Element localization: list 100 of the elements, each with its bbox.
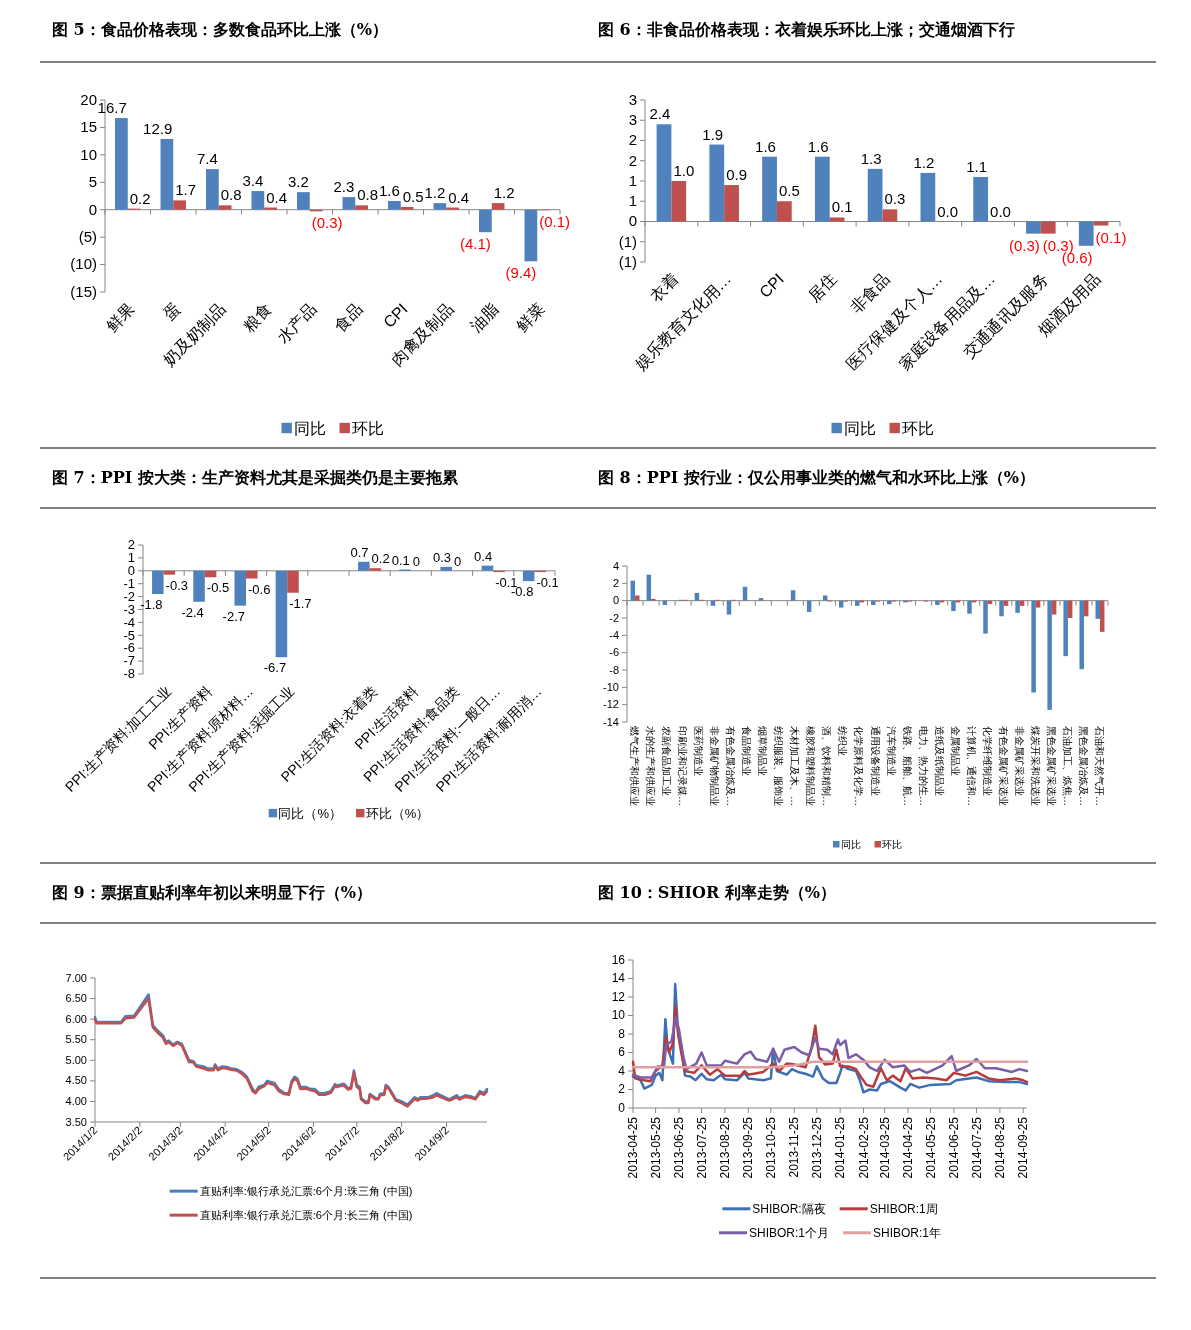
chart-title: 图 9：票据直贴利率年初以来明显下行（%） — [52, 883, 372, 902]
y-tick-label: 4.50 — [65, 1074, 87, 1087]
data-label: 0.8 — [220, 186, 242, 204]
x-tick-label: 汽车制造业 — [885, 726, 897, 776]
x-tick-label: 化学原料及化学… — [853, 726, 865, 806]
data-label: 2.4 — [649, 105, 671, 123]
data-label: 0.2 — [371, 551, 390, 567]
y-tick-label: 0 — [628, 212, 637, 230]
data-label: 3.4 — [242, 172, 264, 190]
data-label: -0.6 — [248, 581, 271, 597]
data-label: 1.2 — [913, 153, 935, 171]
y-tick-label: -8 — [609, 663, 619, 676]
legend-label: 直贴利率:银行承兑汇票:6个月:珠三角 (中国) — [199, 1185, 413, 1197]
legend-label: SHIBOR:1周 — [869, 1202, 938, 1216]
chart-title: 图 8：PPI 按行业：仅公用事业类的燃气和水环比上涨（%） — [598, 468, 1036, 487]
x-tick-label: 2014-05-25 — [923, 1116, 938, 1179]
y-tick-label: 0 — [618, 1100, 626, 1115]
x-tick-label: 非金属矿采选业 — [1013, 726, 1025, 796]
x-tick-label: 纺织业 — [837, 726, 849, 756]
data-label: 1.2 — [424, 184, 446, 202]
legend-label: 环比 — [901, 420, 934, 437]
x-tick-label: 有色金属矿采选业 — [997, 726, 1009, 806]
legend-label: 环比 — [882, 839, 902, 850]
data-label: 0.0 — [990, 202, 1011, 220]
x-tick-label: 2013-06-25 — [671, 1116, 686, 1179]
x-tick-label: 鲜果 — [103, 300, 138, 335]
y-tick-label: (10) — [70, 255, 97, 273]
y-tick-label: -1 — [123, 575, 135, 591]
x-tick-label: 印刷业和记录媒… — [677, 726, 689, 806]
chart-title: 图 10：SHIOR 利率走势（%） — [598, 883, 836, 902]
y-tick-label: 7.00 — [65, 971, 87, 984]
data-label: 0.2 — [129, 189, 151, 207]
legend-label: SHIBOR:隔夜 — [752, 1202, 826, 1216]
x-tick-label: 2013-08-25 — [717, 1116, 732, 1179]
data-label: 0.9 — [726, 166, 748, 184]
y-tick-label: 5.50 — [65, 1033, 87, 1046]
x-tick-label: 计算机、通信和… — [965, 726, 977, 806]
data-label: 0.5 — [402, 187, 424, 205]
legend-label: 环比 — [351, 420, 384, 437]
y-tick-label: -5 — [123, 627, 135, 643]
x-tick-label: 2014-01-25 — [833, 1116, 848, 1179]
x-tick-label: 化学纤维制造业 — [981, 726, 993, 796]
x-tick-label: 2014-08-25 — [992, 1116, 1007, 1179]
x-tick-label: CPI — [756, 270, 788, 301]
data-label: 7.4 — [196, 150, 218, 168]
y-tick-label: -7 — [123, 653, 135, 669]
y-tick-label: 3 — [628, 90, 637, 108]
x-tick-label: 2013-04-25 — [626, 1116, 640, 1179]
data-label: (0.1) — [1095, 228, 1127, 246]
x-tick-label: 2014-06-25 — [946, 1116, 961, 1179]
y-tick-label: 2 — [612, 576, 619, 589]
x-tick-label: 木材加工及木、… — [789, 726, 801, 806]
y-tick-label: 20 — [80, 90, 97, 108]
x-tick-label: 鲜菜 — [512, 300, 548, 335]
y-tick-label: 6.50 — [65, 992, 87, 1005]
y-tick-label: 4.00 — [65, 1094, 87, 1107]
data-label: 1.9 — [702, 125, 724, 143]
data-label: 0.8 — [357, 186, 379, 204]
data-label: 0.4 — [266, 188, 288, 206]
x-tick-label: 居住 — [805, 270, 840, 305]
y-tick-label: 0 — [88, 200, 97, 218]
data-label: (9.4) — [505, 264, 537, 282]
x-tick-label: 粮食 — [239, 300, 275, 335]
y-tick-label: 14 — [611, 971, 626, 986]
chart-title: 图 5：食品价格表现：多数食品环比上涨（%） — [52, 20, 388, 39]
x-tick-label: 铁路、船舶、航… — [901, 725, 913, 806]
data-label: 0 — [454, 553, 462, 569]
data-label: -0.1 — [536, 575, 559, 591]
data-label: -0.5 — [206, 580, 230, 596]
x-tick-label: 2013-12-25 — [809, 1116, 824, 1179]
y-tick-label: 1 — [628, 171, 637, 189]
x-tick-label: 2013-07-25 — [694, 1116, 709, 1179]
y-tick-label: 4 — [612, 559, 619, 572]
x-tick-label: 非金属矿物制品业 — [709, 726, 721, 806]
legend-label: 直贴利率:银行承兑汇票:6个月:长三角 (中国) — [199, 1209, 413, 1221]
data-label: 0.3 — [432, 549, 451, 565]
x-tick-label: 有色金属冶炼及… — [725, 726, 737, 806]
data-label: 1.2 — [493, 184, 515, 202]
y-tick-label: 2 — [127, 537, 135, 553]
data-label: (0.3) — [311, 214, 343, 232]
x-tick-label: 金属制品业 — [949, 726, 961, 776]
x-tick-label: 2013-10-25 — [763, 1116, 778, 1179]
x-tick-label: 水的生产和供应业 — [645, 726, 657, 806]
x-tick-label: 黑色金属矿采选业 — [1045, 726, 1057, 806]
x-tick-label: 2013-09-25 — [741, 1116, 756, 1179]
x-tick-label: 电力、热力的生… — [917, 726, 929, 806]
data-label: -1.8 — [140, 597, 163, 613]
data-label: -2.7 — [222, 608, 245, 624]
x-tick-label: 2013-11-25 — [787, 1116, 802, 1178]
y-tick-label: 8 — [618, 1026, 626, 1041]
y-tick-label: 2 — [628, 151, 637, 169]
data-label: -1.7 — [289, 595, 312, 611]
legend-label: SHIBOR:1个月 — [748, 1226, 829, 1240]
y-tick-label: 6.00 — [65, 1012, 87, 1025]
legend-label: 同比（%） — [278, 806, 342, 821]
data-label: -2.4 — [181, 604, 204, 620]
y-tick-label: -3 — [123, 601, 135, 617]
x-tick-label: 蛋 — [160, 300, 184, 324]
y-tick-label: 16 — [611, 952, 626, 967]
x-tick-label: 造纸及纸制品业 — [933, 726, 945, 796]
